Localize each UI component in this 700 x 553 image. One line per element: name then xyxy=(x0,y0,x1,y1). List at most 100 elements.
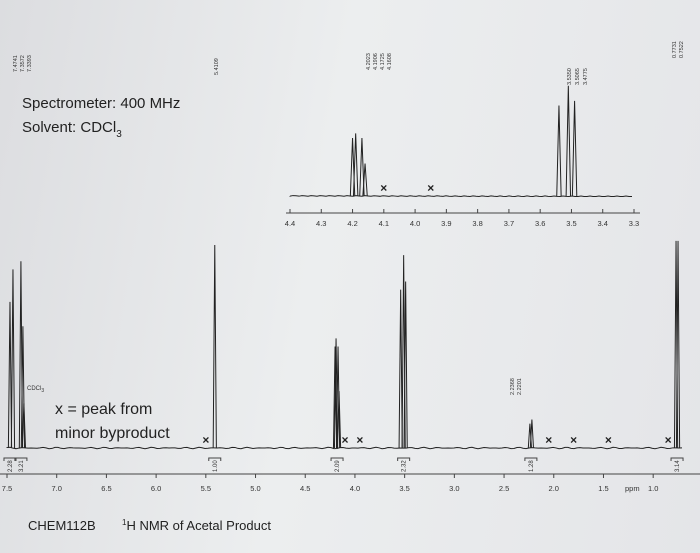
main-x-tick-label: 7.5 xyxy=(2,484,12,493)
inset-byproduct-mark: × xyxy=(427,181,434,195)
integration-value: 2.09 xyxy=(335,460,341,472)
peak-label-group-acetal-ch: 5.4109 xyxy=(214,58,220,75)
spectrum-title-text: H NMR of Acetal Product xyxy=(126,518,271,533)
inset-x-tick-label: 4.3 xyxy=(316,219,326,228)
inset-x-tick-label: 4.0 xyxy=(410,219,420,228)
peak-label-group-ch2: 4.2023 4.1906 4.1725 4.1608 xyxy=(366,53,393,70)
inset-peak-label-ch2-1: 4.2023 xyxy=(366,53,372,70)
inset-spectrum-peak xyxy=(352,133,359,197)
inset-x-tick-label: 3.5 xyxy=(566,219,576,228)
peak-label-group-ch2-2: 2.2368 2.2201 xyxy=(510,378,523,395)
integration-bracket xyxy=(670,457,684,461)
integration-bracket xyxy=(524,457,538,461)
main-x-tick-label: 2.5 xyxy=(499,484,509,493)
inset-spectrum-peak xyxy=(565,85,572,197)
main-x-tick-label: 7.0 xyxy=(51,484,61,493)
spectrometer-frequency: Spectrometer: 400 MHz xyxy=(22,95,180,112)
spectrum-peak xyxy=(529,419,534,449)
peak-label-group-ch3: 0.7731 0.7522 xyxy=(672,41,685,58)
solvent-label: Solvent: CDCl3 xyxy=(22,119,122,140)
course-label: CHEM112B xyxy=(28,518,96,533)
byproduct-mark: × xyxy=(545,433,552,447)
peak-label-ch2b-1: 2.2368 xyxy=(510,378,516,395)
inset-peak-label-och2-3: 3.4775 xyxy=(583,68,589,85)
spectrum-peak xyxy=(21,403,26,449)
spectrum-peak xyxy=(335,346,341,449)
spectrum-peak xyxy=(212,244,217,449)
main-x-tick-label: 4.0 xyxy=(350,484,360,493)
byproduct-mark: × xyxy=(665,433,672,447)
inset-peak-label-och2-1: 3.5350 xyxy=(567,68,573,85)
byproduct-mark: × xyxy=(605,433,612,447)
main-x-tick-label: 3.0 xyxy=(449,484,459,493)
inset-x-tick-label: 3.8 xyxy=(472,219,482,228)
main-x-tick-label: 2.0 xyxy=(549,484,559,493)
main-spectrum: 7.5 7.0 6.5 6.0 5.5 5.0 4.5 4.0 3.5 3.0 2.5 2.0 1.5 1… xyxy=(0,240,700,493)
spectrum-peak xyxy=(398,289,403,449)
inset-peak-label-ch2-4: 4.1608 xyxy=(387,53,393,70)
main-x-tick-label: 5.5 xyxy=(201,484,211,493)
peak-label-ch3-2: 0.7522 xyxy=(679,41,685,58)
solvent-peak-label-main: CDCl xyxy=(27,386,41,392)
main-x-tick-label: 4.5 xyxy=(300,484,310,493)
main-x-tick-label: 6.5 xyxy=(101,484,111,493)
main-x-tick-label: 3.5 xyxy=(399,484,409,493)
peak-label-ch3-1: 0.7731 xyxy=(672,41,678,58)
spectrum-peak xyxy=(332,346,338,449)
integration-bracket xyxy=(3,457,17,461)
integration-value: 2.32 xyxy=(402,460,408,472)
integration-bracket xyxy=(208,457,222,461)
inset-x-tick-label: 3.7 xyxy=(504,219,514,228)
inset-x-tick-label: 3.9 xyxy=(441,219,451,228)
spectrum-peak xyxy=(336,391,342,449)
inset-spectrum-peak xyxy=(556,105,562,197)
spectrum-title: 1H NMR of Acetal Product xyxy=(122,518,271,533)
byproduct-mark: × xyxy=(341,433,348,447)
byproduct-mark: × xyxy=(570,433,577,447)
spectrum-peak xyxy=(10,269,16,449)
inset-peak-label-och2-2: 3.5065 xyxy=(575,68,581,85)
inset-baseline xyxy=(289,195,633,198)
inset-spectrum: 4.4 4.3 4.2 4.1 4.0 3.9 3.8 3.7 3.6 3.5 3.4 3.3 × × xyxy=(285,85,640,228)
integration-bracket xyxy=(14,457,28,461)
spectrum-peak xyxy=(675,240,681,449)
spectrum-peak xyxy=(403,281,408,449)
integration-value: 1.00 xyxy=(213,460,219,472)
main-x-tick-label: 5.0 xyxy=(250,484,260,493)
inset-peak-label-ch2-3: 4.1725 xyxy=(380,53,386,70)
solvent-peak-label: CDCl3 xyxy=(27,386,44,394)
main-x-tick-label: 1.5 xyxy=(598,484,608,493)
legend-line-2: minor byproduct xyxy=(55,425,170,442)
inset-x-tick-label: 3.3 xyxy=(629,219,639,228)
solvent-peak-label-sub: 3 xyxy=(41,388,44,394)
peak-label-aromatic-3: 7.3393 xyxy=(27,55,33,72)
main-x-tick-label: 6.0 xyxy=(151,484,161,493)
peak-label-group-aromatic: 7.4741 7.3572 7.3393 xyxy=(13,55,33,72)
ppm-unit-label: ppm xyxy=(625,484,640,493)
inset-x-tick-label: 4.1 xyxy=(379,219,389,228)
spectrum-peak xyxy=(7,301,13,449)
byproduct-mark: × xyxy=(356,433,363,447)
main-x-tick-label: 1.0 xyxy=(648,484,658,493)
inset-spectrum-peak xyxy=(362,163,368,197)
inset-spectrum-peak xyxy=(571,100,578,197)
integration-value: 3.21 xyxy=(19,460,25,472)
byproduct-mark: × xyxy=(202,433,209,447)
integration-value: 3.14 xyxy=(675,460,681,472)
inset-x-tick-label: 4.4 xyxy=(285,219,295,228)
peak-label-acetal-ch: 5.4109 xyxy=(214,58,220,75)
inset-spectrum-peak xyxy=(359,137,365,197)
peak-label-group-och2: 3.5350 3.5065 3.4775 xyxy=(567,68,589,85)
inset-byproduct-mark: × xyxy=(380,181,387,195)
integration-value: 1.28 xyxy=(529,460,535,472)
legend-line-1: x = peak from xyxy=(55,401,152,418)
solvent-label-main: Solvent: CDCl xyxy=(22,119,116,136)
inset-x-tick-label: 3.6 xyxy=(535,219,545,228)
integration-bracket xyxy=(397,457,411,461)
integration-bracket xyxy=(330,457,344,461)
main-baseline xyxy=(6,446,683,450)
inset-peak-label-ch2-2: 4.1906 xyxy=(373,53,379,70)
peak-label-aromatic-2: 7.3572 xyxy=(20,55,26,72)
